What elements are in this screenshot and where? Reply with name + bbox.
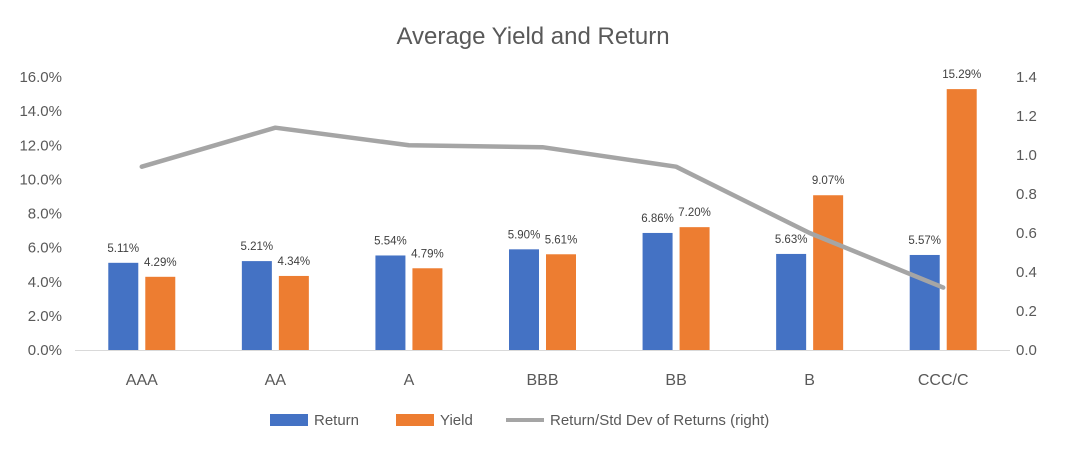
y-right-tick-label: 0.0 (1016, 342, 1037, 359)
bar-yield (145, 276, 176, 350)
y-left-tick-label: 6.0% (28, 240, 62, 257)
bar-yield (813, 195, 844, 350)
y-left-tick-label: 16.0% (19, 69, 62, 86)
data-label: 5.57% (908, 235, 941, 247)
data-label: 7.20% (678, 207, 711, 219)
bar-yield (412, 268, 443, 350)
legend-label: Return/Std Dev of Returns (right) (550, 412, 769, 429)
bar-return (108, 262, 139, 350)
bar-return (642, 232, 673, 350)
y-right-tick-label: 0.2 (1016, 303, 1037, 320)
y-right-tick-label: 0.4 (1016, 264, 1037, 281)
data-label: 15.29% (942, 69, 981, 81)
y-left-tick-label: 14.0% (19, 103, 62, 120)
bar-yield (546, 254, 576, 350)
bar-yield (946, 89, 977, 350)
x-category-label: A (404, 372, 415, 389)
y-left-tick-label: 12.0% (19, 137, 62, 154)
bar-return (509, 249, 539, 350)
y-left-tick-label: 4.0% (28, 274, 62, 291)
data-label: 4.34% (278, 256, 311, 268)
line-return-std-dev (139, 125, 946, 290)
legend-label: Return (314, 412, 359, 429)
x-category-label: CCC/C (918, 372, 969, 389)
y-left-tick-label: 8.0% (28, 206, 62, 223)
data-label: 5.21% (241, 241, 274, 253)
data-label: 5.11% (107, 243, 139, 255)
data-label: 5.61% (545, 234, 578, 246)
legend-swatch-yield (396, 414, 434, 426)
y-left-tick-label: 0.0% (28, 342, 62, 359)
data-label: 6.86% (641, 213, 674, 225)
x-category-label: AAA (126, 372, 158, 389)
y-right-tick-label: 1.0 (1016, 147, 1037, 164)
legend-label: Yield (440, 412, 473, 429)
data-label: 9.07% (812, 175, 845, 187)
data-label: 5.54% (374, 235, 407, 247)
y-left-tick-label: 10.0% (19, 171, 62, 188)
y-right-tick-label: 1.2 (1016, 108, 1037, 125)
x-category-label: B (804, 372, 815, 389)
x-category-label: BB (665, 372, 686, 389)
y-right-tick-label: 1.4 (1016, 69, 1037, 86)
y-right-tick-label: 0.8 (1016, 186, 1037, 203)
bar-yield (278, 275, 309, 350)
data-label: 4.29% (144, 257, 177, 269)
chart-title: Average Yield and Return (396, 23, 669, 50)
x-category-label: AA (265, 372, 287, 389)
bar-return (909, 254, 940, 350)
legend-swatch-return (270, 414, 308, 426)
y-left-tick-label: 2.0% (28, 308, 62, 325)
bar-yield (679, 227, 710, 350)
data-label: 5.63% (775, 234, 808, 246)
bar-return (776, 253, 807, 350)
x-category-label: BBB (526, 372, 558, 389)
y-right-tick-label: 0.6 (1016, 225, 1037, 242)
bar-return (241, 261, 272, 350)
data-label: 5.90% (508, 229, 541, 241)
data-label: 4.79% (411, 248, 444, 260)
bar-return (375, 255, 406, 350)
